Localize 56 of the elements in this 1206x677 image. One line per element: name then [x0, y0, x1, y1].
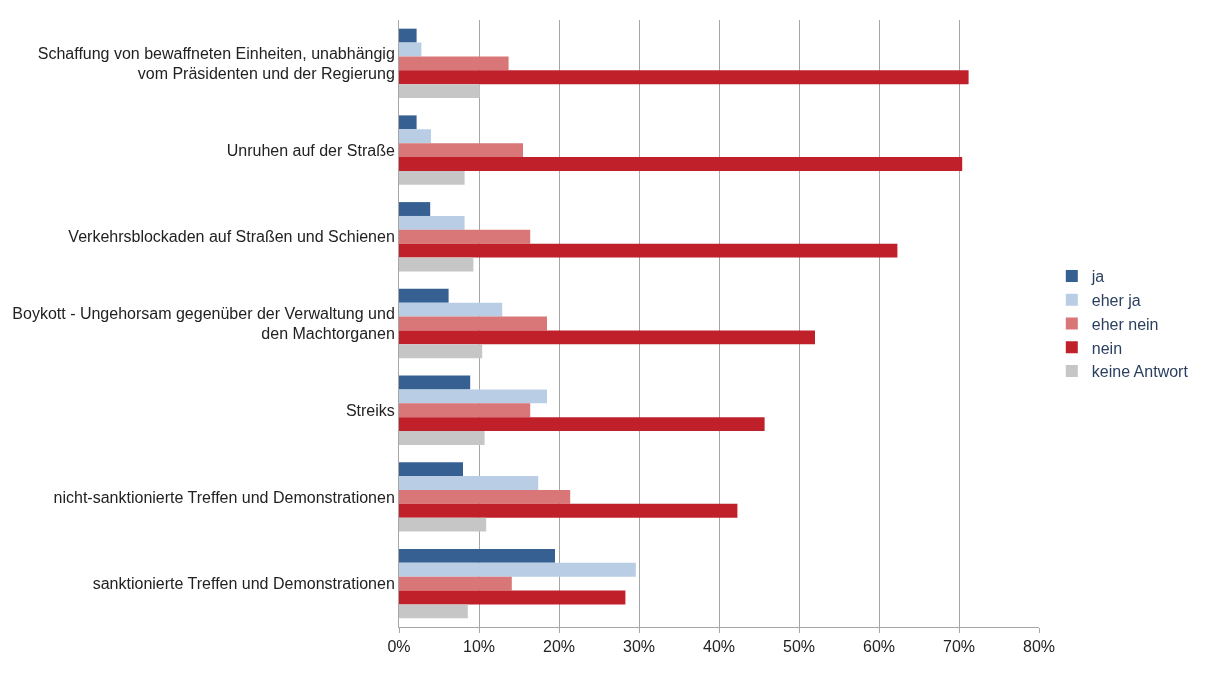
- bar: [399, 462, 463, 477]
- bar: [399, 548, 555, 563]
- bar: [399, 257, 474, 272]
- bar: [399, 431, 485, 445]
- bar: [399, 517, 487, 532]
- y-tick-label: Unruhen auf der Straße: [226, 141, 395, 159]
- bar: [399, 202, 431, 216]
- bar: [399, 129, 431, 144]
- bar: [399, 590, 626, 605]
- bar: [399, 215, 465, 230]
- x-tick-label: 40%: [702, 638, 736, 656]
- bar: [399, 28, 417, 43]
- legend-label: nein: [1091, 339, 1123, 357]
- bar: [399, 417, 765, 432]
- x-tick-label: 20%: [542, 638, 576, 656]
- bar: [399, 316, 547, 331]
- bar: [399, 70, 969, 85]
- bar: [399, 56, 509, 71]
- legend-label: eher nein: [1091, 315, 1159, 333]
- y-tick-label: nicht-sanktionierte Treffen und Demonstrationen: [53, 488, 395, 506]
- y-tick-label: Streiks: [345, 401, 395, 419]
- y-tick-label: sanktionierte Treffen und Demonstrationen: [92, 575, 395, 593]
- bar: [399, 562, 636, 577]
- bar: [399, 229, 531, 244]
- bar: [399, 375, 471, 390]
- x-tick-label: 10%: [462, 638, 496, 656]
- bar: [399, 503, 738, 518]
- bar: [399, 42, 422, 57]
- bar: [399, 389, 547, 404]
- y-tick-label: Boykott - Ungehorsam gegenüber der Verwaltung und den Machtorganen: [12, 304, 395, 343]
- bar: [399, 115, 417, 130]
- x-tick-label: 0%: [387, 638, 411, 656]
- bar: [399, 604, 468, 619]
- bar: [399, 170, 465, 185]
- bar: [399, 403, 531, 418]
- bar: [399, 330, 815, 345]
- x-tick-label: 80%: [1022, 638, 1056, 656]
- x-tick-label: 70%: [942, 638, 976, 656]
- bar: [399, 143, 523, 158]
- y-tick-label: Schaffung von bewaffneten Einheiten, unabhängig vom Präsidenten und der Regierung: [37, 44, 395, 83]
- bar: [399, 344, 483, 359]
- bar: [399, 243, 898, 258]
- bar: [399, 489, 571, 504]
- bar: [399, 84, 480, 99]
- x-tick-label: 60%: [862, 638, 896, 656]
- legend-label: keine Antwort: [1091, 363, 1189, 381]
- legend-label: eher ja: [1091, 291, 1141, 309]
- x-tick-label: 50%: [782, 638, 816, 656]
- legend-label: ja: [1090, 268, 1105, 286]
- bar: [399, 157, 963, 171]
- bar: [399, 576, 512, 591]
- bar: [399, 288, 449, 303]
- x-tick-label: 30%: [622, 638, 656, 656]
- bar: [399, 302, 503, 317]
- y-tick-label: Verkehrsblockaden auf Straßen und Schienen: [68, 228, 395, 246]
- bar: [399, 476, 539, 490]
